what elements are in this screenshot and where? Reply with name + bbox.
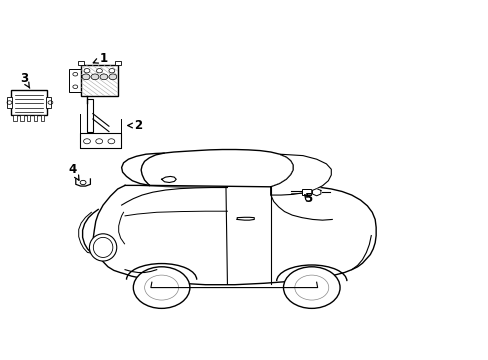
FancyBboxPatch shape — [13, 115, 17, 121]
Circle shape — [96, 68, 102, 73]
Text: 1: 1 — [93, 51, 108, 64]
FancyBboxPatch shape — [302, 189, 310, 195]
Text: 3: 3 — [20, 72, 30, 88]
FancyBboxPatch shape — [80, 133, 121, 148]
FancyBboxPatch shape — [6, 97, 12, 108]
Circle shape — [283, 267, 339, 309]
Circle shape — [109, 74, 117, 80]
Text: 5: 5 — [303, 192, 311, 205]
FancyBboxPatch shape — [11, 90, 46, 116]
FancyBboxPatch shape — [45, 97, 51, 108]
Text: 4: 4 — [69, 163, 79, 180]
Circle shape — [109, 68, 115, 73]
Text: 2: 2 — [127, 119, 142, 132]
FancyBboxPatch shape — [27, 115, 30, 121]
FancyBboxPatch shape — [87, 99, 93, 132]
Circle shape — [82, 74, 90, 80]
Circle shape — [91, 74, 99, 80]
FancyBboxPatch shape — [41, 115, 44, 121]
Ellipse shape — [93, 237, 113, 257]
FancyBboxPatch shape — [81, 65, 118, 96]
FancyBboxPatch shape — [78, 61, 84, 65]
FancyBboxPatch shape — [69, 69, 82, 92]
Polygon shape — [161, 176, 176, 183]
Circle shape — [100, 74, 107, 80]
Polygon shape — [93, 185, 375, 285]
Circle shape — [84, 68, 90, 73]
FancyBboxPatch shape — [34, 115, 37, 121]
Circle shape — [133, 267, 189, 309]
FancyBboxPatch shape — [115, 61, 121, 65]
Polygon shape — [270, 154, 330, 195]
Polygon shape — [141, 149, 293, 187]
Ellipse shape — [89, 234, 117, 261]
Polygon shape — [237, 217, 254, 220]
FancyBboxPatch shape — [20, 115, 23, 121]
Polygon shape — [312, 189, 320, 196]
